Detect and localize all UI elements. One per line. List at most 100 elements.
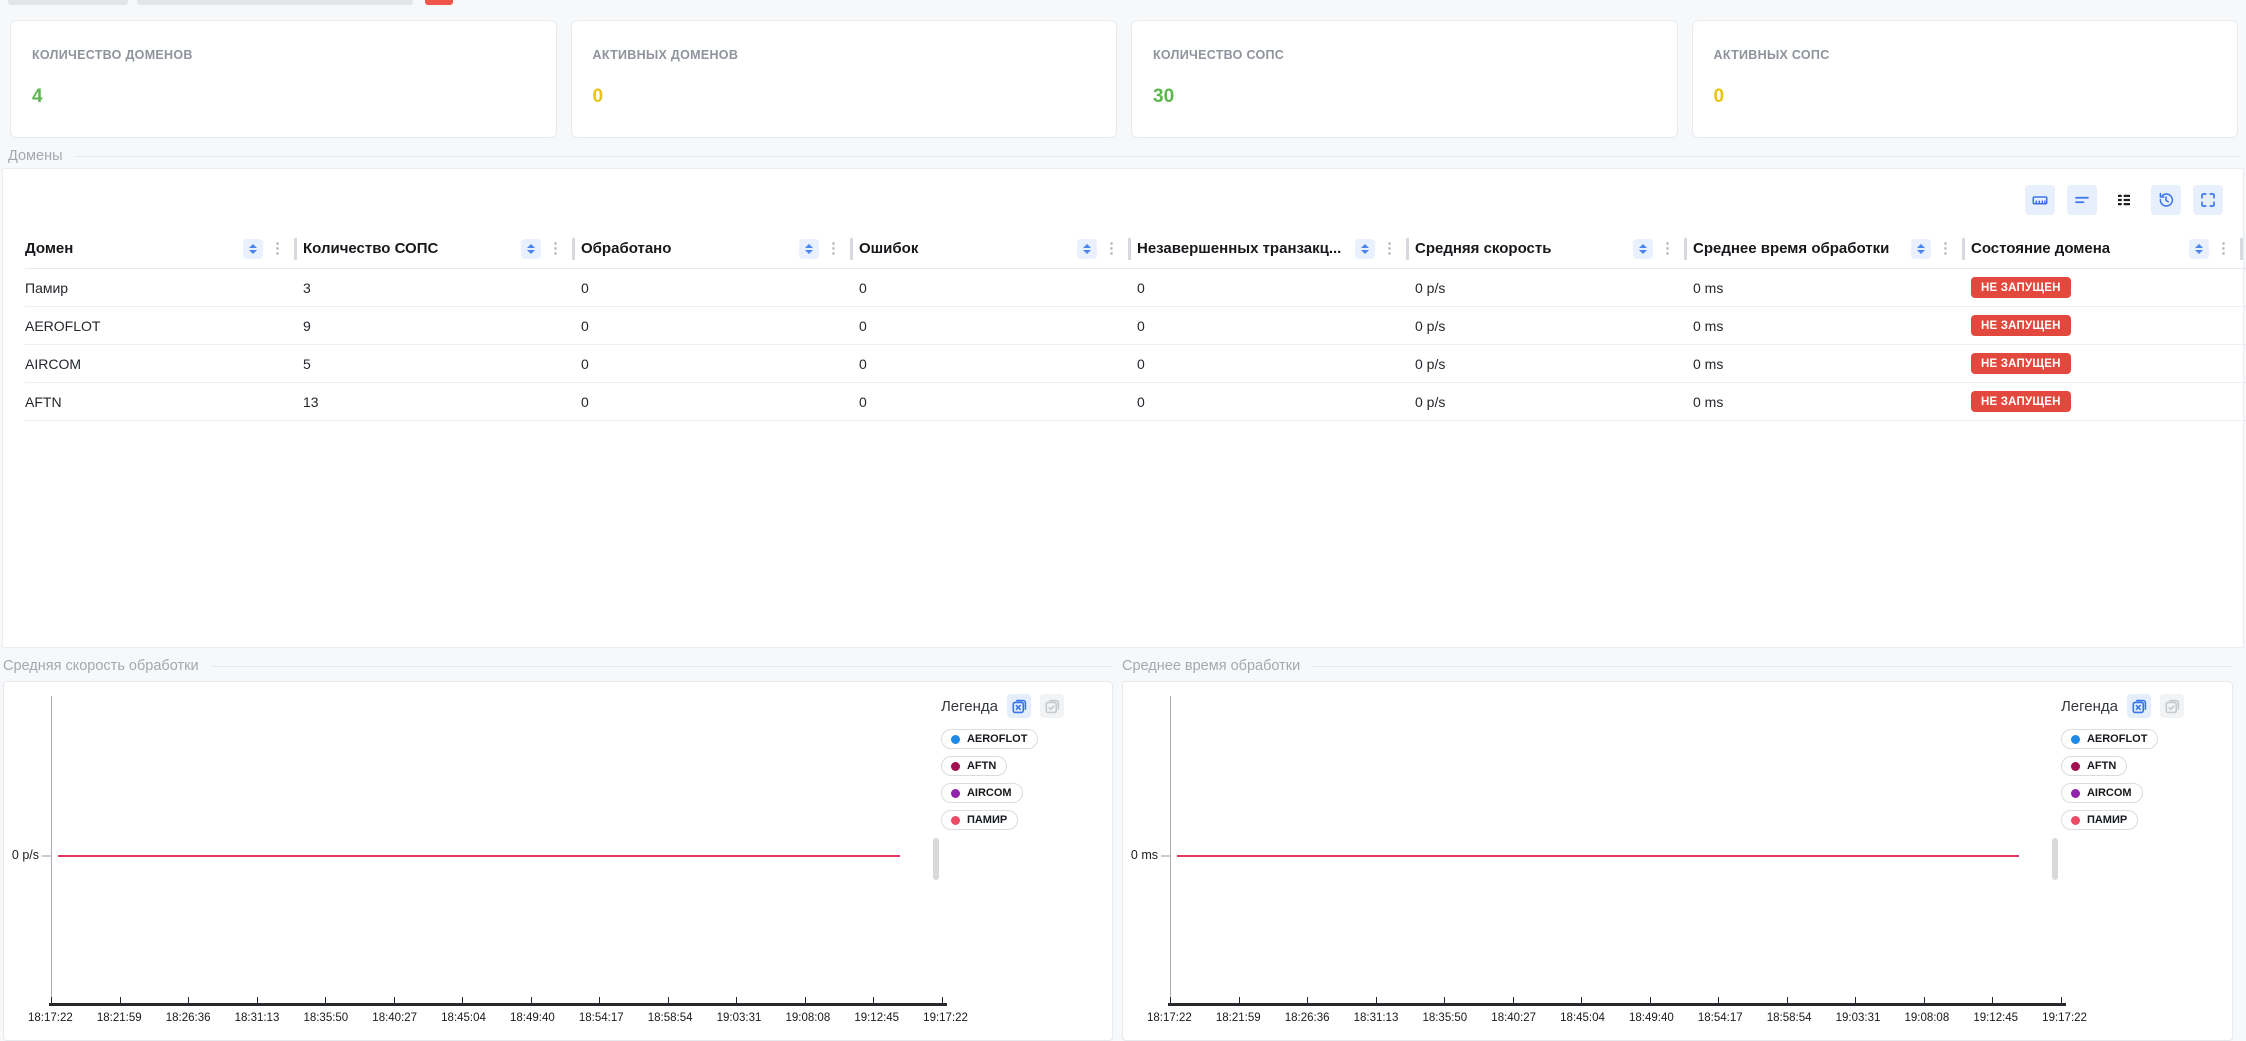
stat-value: 30 bbox=[1153, 86, 1175, 107]
cell-unfinished: 0 bbox=[1137, 317, 1145, 334]
x-axis-labels: 18:17:22 18:21:59 18:26:36 18:31:13 18:3… bbox=[28, 1012, 968, 1024]
history-icon[interactable] bbox=[2151, 185, 2181, 215]
divider bbox=[1312, 665, 2233, 667]
series-color-dot bbox=[2070, 788, 2080, 798]
column-menu-icon[interactable]: ⋮ bbox=[1104, 240, 1119, 257]
x-tick-label: 19:03:31 bbox=[716, 1012, 762, 1024]
sort-icon[interactable] bbox=[799, 238, 819, 259]
columns-icon[interactable] bbox=[2109, 185, 2139, 215]
cell-sops: 13 bbox=[303, 393, 319, 410]
cell-avg-time: 0 ms bbox=[1693, 317, 1724, 334]
top-cutoff-tab[interactable] bbox=[8, 0, 128, 5]
chart-vertical-scrollbar[interactable] bbox=[2052, 838, 2058, 880]
col-header-unfinished: Незавершенных транзакц... ⋮ bbox=[1137, 229, 1415, 268]
col-header-avg-time: Среднее время обработки ⋮ bbox=[1693, 229, 1971, 268]
cell-errors: 0 bbox=[859, 279, 867, 296]
legend-item[interactable]: AIRCOM bbox=[2060, 783, 2143, 803]
fullscreen-icon[interactable] bbox=[2193, 185, 2223, 215]
x-tick-label: 18:58:54 bbox=[1766, 1012, 1812, 1024]
cell-avg-time: 0 ms bbox=[1693, 355, 1724, 372]
legend-item[interactable]: AEROFLOT bbox=[940, 729, 1039, 749]
legend-title: Легенда bbox=[940, 697, 998, 715]
chart-section-title: Средняя скорость обработки bbox=[3, 658, 199, 674]
series-color-dot bbox=[950, 815, 960, 825]
x-tick-label: 19:12:45 bbox=[854, 1012, 900, 1024]
legend-item[interactable]: AFTN bbox=[940, 756, 1008, 776]
col-header-avg-speed: Средняя скорость ⋮ bbox=[1415, 229, 1693, 268]
table-row[interactable]: AEROFLOT 9 0 0 0 0 p/s 0 ms НЕ ЗАПУЩЕН bbox=[25, 307, 2246, 345]
legend-item[interactable]: AIRCOM bbox=[940, 783, 1023, 803]
x-tick-label: 18:45:04 bbox=[441, 1012, 486, 1024]
table-row[interactable]: Памир 3 0 0 0 0 p/s 0 ms НЕ ЗАПУЩЕН bbox=[25, 269, 2246, 307]
cell-unfinished: 0 bbox=[1137, 279, 1145, 296]
column-menu-icon[interactable]: ⋮ bbox=[270, 240, 285, 257]
cell-processed: 0 bbox=[581, 393, 589, 410]
legend-deselect-all-icon[interactable] bbox=[1007, 694, 1031, 718]
cell-errors: 0 bbox=[859, 393, 867, 410]
table-row[interactable]: AIRCOM 5 0 0 0 0 p/s 0 ms НЕ ЗАПУЩЕН bbox=[25, 345, 2246, 383]
x-axis-line bbox=[1168, 1003, 2066, 1006]
domains-table-panel: Домен ⋮ Количество СОПС ⋮ Обработано ⋮ О… bbox=[2, 168, 2246, 648]
stat-label: КОЛИЧЕСТВО СОПС bbox=[1153, 48, 1285, 62]
top-cutoff-tab[interactable] bbox=[137, 0, 413, 5]
top-cutoff-red-button[interactable] bbox=[425, 0, 453, 5]
status-badge: НЕ ЗАПУЩЕН bbox=[1971, 315, 2071, 336]
x-tick-label: 18:58:54 bbox=[647, 1012, 693, 1024]
series-color-dot bbox=[950, 761, 960, 771]
legend-title: Легенда bbox=[2060, 697, 2118, 715]
column-menu-icon[interactable]: ⋮ bbox=[1938, 240, 1953, 257]
series-line bbox=[58, 855, 900, 857]
legend-deselect-all-icon[interactable] bbox=[2127, 694, 2151, 718]
y-zero-label: 0 p/s bbox=[11, 848, 39, 862]
cell-sops: 5 bbox=[303, 355, 311, 372]
x-tick-label: 19:17:22 bbox=[2042, 1012, 2087, 1024]
legend-item[interactable]: ПАМИР bbox=[940, 810, 1019, 830]
sort-icon[interactable] bbox=[1355, 238, 1375, 259]
cell-domain: AEROFLOT bbox=[25, 317, 101, 334]
legend-item[interactable]: AEROFLOT bbox=[2060, 729, 2159, 749]
status-badge: НЕ ЗАПУЩЕН bbox=[1971, 391, 2071, 412]
align-lines-icon[interactable] bbox=[2067, 185, 2097, 215]
divider bbox=[1406, 237, 1409, 260]
legend-item[interactable]: AFTN bbox=[2060, 756, 2128, 776]
cell-unfinished: 0 bbox=[1137, 355, 1145, 372]
divider bbox=[2240, 237, 2243, 260]
x-tick-label: 18:54:17 bbox=[1697, 1012, 1743, 1024]
stat-label: КОЛИЧЕСТВО ДОМЕНОВ bbox=[32, 48, 193, 62]
cell-errors: 0 bbox=[859, 317, 867, 334]
ruler-icon[interactable] bbox=[2025, 185, 2055, 215]
sort-icon[interactable] bbox=[1633, 238, 1653, 259]
y-axis-tick bbox=[1161, 855, 1170, 857]
chart-avg-speed: 0 p/s 18:17:22 18:21:59 18:26:36 18:31:1… bbox=[3, 681, 1113, 1041]
col-header-errors: Ошибок ⋮ bbox=[859, 229, 1137, 268]
sort-icon[interactable] bbox=[521, 238, 541, 259]
table-row[interactable]: AFTN 13 0 0 0 0 p/s 0 ms НЕ ЗАПУЩЕН bbox=[25, 383, 2246, 421]
status-badge: НЕ ЗАПУЩЕН bbox=[1971, 277, 2071, 298]
chart-vertical-scrollbar[interactable] bbox=[933, 838, 939, 880]
y-axis-line bbox=[1170, 696, 1171, 1004]
x-tick-label: 19:08:08 bbox=[1904, 1012, 1950, 1024]
legend-select-all-icon[interactable] bbox=[2160, 694, 2184, 718]
x-tick-label: 19:03:31 bbox=[1835, 1012, 1881, 1024]
sort-icon[interactable] bbox=[2189, 238, 2209, 259]
column-menu-icon[interactable]: ⋮ bbox=[1660, 240, 1675, 257]
status-badge: НЕ ЗАПУЩЕН bbox=[1971, 353, 2071, 374]
x-tick-label: 18:17:22 bbox=[1147, 1012, 1192, 1024]
column-menu-icon[interactable]: ⋮ bbox=[548, 240, 563, 257]
cell-domain: AFTN bbox=[25, 393, 62, 410]
chart-section-header: Средняя скорость обработки bbox=[3, 658, 1113, 674]
column-menu-icon[interactable]: ⋮ bbox=[1382, 240, 1397, 257]
column-menu-icon[interactable]: ⋮ bbox=[2216, 240, 2231, 257]
y-zero-label: 0 ms bbox=[1130, 848, 1158, 862]
column-menu-icon[interactable]: ⋮ bbox=[826, 240, 841, 257]
x-axis-line bbox=[49, 1003, 947, 1006]
sort-icon[interactable] bbox=[243, 238, 263, 259]
sort-icon[interactable] bbox=[1077, 238, 1097, 259]
legend-item[interactable]: ПАМИР bbox=[2060, 810, 2139, 830]
cell-processed: 0 bbox=[581, 317, 589, 334]
legend-select-all-icon[interactable] bbox=[1040, 694, 1064, 718]
x-tick-label: 18:40:27 bbox=[372, 1012, 418, 1024]
sort-icon[interactable] bbox=[1911, 238, 1931, 259]
stats-row: КОЛИЧЕСТВО ДОМЕНОВ 4 АКТИВНЫХ ДОМЕНОВ 0 … bbox=[10, 20, 2238, 138]
x-tick-label: 18:49:40 bbox=[510, 1012, 555, 1024]
